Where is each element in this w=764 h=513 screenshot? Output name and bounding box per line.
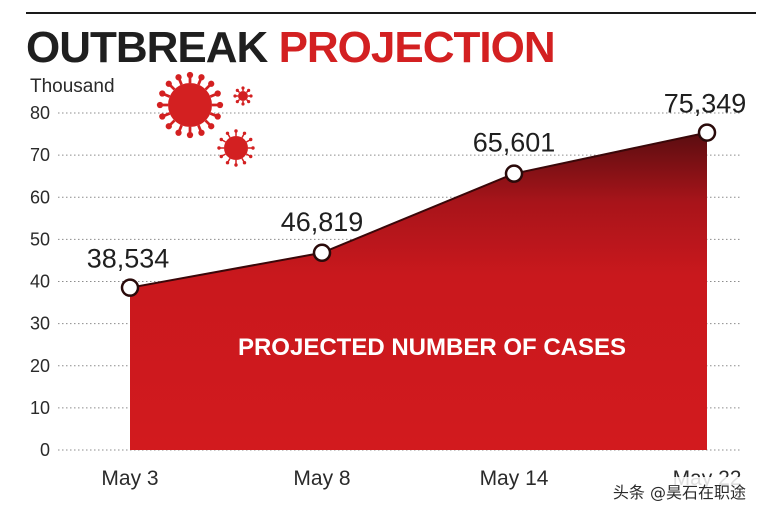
title-part-projection: PROJECTION [278, 23, 556, 72]
x-tick-label: May 3 [101, 467, 158, 490]
data-label: 38,534 [87, 244, 170, 274]
area-top-edge [129, 131, 708, 289]
data-point [504, 164, 524, 183]
y-tick-label: 20 [30, 356, 50, 376]
y-tick-label: 50 [30, 229, 50, 249]
y-tick-label: 70 [30, 145, 50, 165]
y-tick-label: 0 [40, 440, 50, 460]
data-point [120, 278, 140, 297]
data-label: 75,349 [664, 89, 747, 119]
virus-small-icon [233, 86, 253, 106]
data-label: 46,819 [281, 207, 364, 237]
y-tick-label: 80 [30, 103, 50, 123]
data-point [312, 243, 332, 263]
x-tick-label: May 14 [480, 467, 549, 490]
data-label: 65,601 [473, 128, 556, 158]
y-tick-label: 30 [30, 314, 50, 334]
top-rule [26, 12, 756, 14]
area-annotation: PROJECTED NUMBER OF CASES [238, 334, 626, 361]
y-axis-label: Thousand [30, 76, 115, 97]
data-point [697, 123, 717, 142]
data-points: 38,534 46,819 65,601 75,349 [87, 89, 747, 297]
virus-large-icon [156, 71, 224, 139]
watermark: 头条 @昊石在职途 [606, 477, 752, 505]
chart-title: OUTBREAK PROJECTION [26, 22, 556, 74]
title-part-outbreak: OUTBREAK [26, 23, 268, 72]
y-tick-label: 10 [30, 398, 50, 418]
y-axis: 0 10 20 30 40 50 60 70 80 [30, 103, 50, 460]
area-series [130, 132, 707, 450]
y-tick-label: 60 [30, 187, 50, 207]
x-tick-label: May 8 [293, 467, 350, 490]
virus-illustration [156, 71, 255, 167]
virus-medium-icon [217, 129, 255, 167]
y-tick-label: 40 [30, 272, 50, 292]
